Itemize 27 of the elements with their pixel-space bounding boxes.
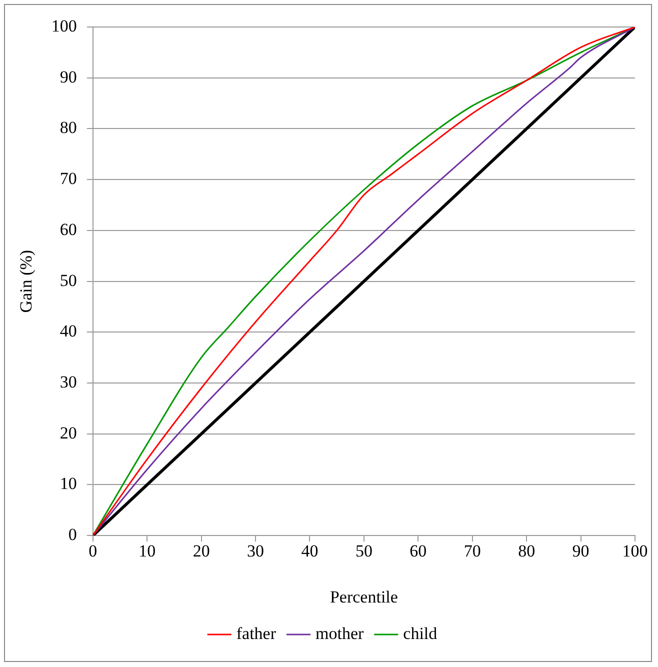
y-axis-title: Gain (%) [16,250,36,313]
y-tick-label: 80 [60,118,77,138]
x-tick-label: 10 [138,542,156,561]
legend-label: child [403,624,438,643]
x-tick-label: 40 [301,542,318,561]
y-tick-label: 70 [60,169,77,188]
x-tick-label: 60 [410,542,427,561]
y-tick-label: 100 [51,16,77,36]
x-tick-label: 100 [622,542,648,561]
x-tick-label: 80 [518,542,536,561]
y-tick-label: 60 [60,220,77,239]
x-tick-label: 30 [247,542,264,561]
x-tick-label: 50 [355,542,372,561]
x-tick-label: 70 [464,542,481,561]
y-tick-label: 30 [60,372,77,392]
legend-label: mother [315,624,364,643]
y-tick-label: 40 [60,322,77,341]
x-tick-label: 20 [192,542,210,561]
y-tick-label: 20 [60,423,77,442]
y-tick-label: 0 [68,525,77,544]
x-axis-title: Percentile [330,587,398,606]
y-tick-label: 90 [60,67,77,86]
x-tick-label: 0 [88,542,98,561]
y-tick-label: 50 [60,270,77,290]
x-tick-label: 90 [572,542,590,561]
legend-label: father [236,624,276,643]
y-tick-label: 10 [60,474,77,494]
